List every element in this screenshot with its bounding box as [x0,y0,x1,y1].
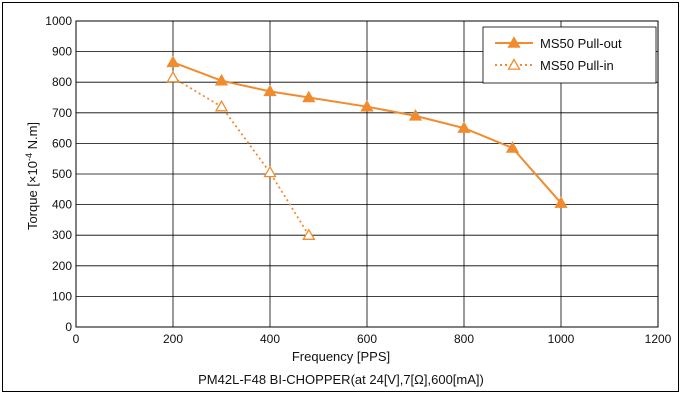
y-tick-label: 400 [52,198,72,212]
data-point-marker [263,165,277,178]
x-tick-label: 600 [357,332,377,346]
legend-label: MS50 Pull-in [540,58,614,73]
y-tick-label: 500 [52,167,72,181]
y-tick-label: 800 [52,75,72,89]
data-point-marker [302,90,316,103]
x-tick-label: 1200 [645,332,672,346]
y-axis-title-unit: N.m] [25,122,40,153]
data-point-marker [166,70,180,83]
y-tick-label: 900 [52,45,72,59]
y-axis-title: Torque [×10-4 N.m] [24,122,40,230]
data-point-marker [263,84,277,97]
tick-labels: 0 100 200 300 400 500 600 700 800 900 1000 0 200 400 6… [45,14,671,346]
x-tick-label: 800 [454,332,474,346]
data-point-marker [302,228,316,240]
y-tick-label: 300 [52,228,72,242]
y-tick-label: 1000 [45,14,72,28]
chart-caption: PM42L-F48 BI-CHOPPER(at 24[V],7[Ω],600[m… [198,372,484,387]
y-tick-label: 100 [52,289,72,303]
y-axis-title-main: Torque [×10 [25,161,40,230]
y-tick-label: 0 [65,320,72,334]
x-tick-label: 0 [73,332,80,346]
data-point-marker [408,109,423,121]
x-tick-label: 1000 [548,332,575,346]
data-point-marker [360,99,374,112]
data-point-marker [457,121,471,133]
y-tick-label: 700 [52,106,72,120]
y-axis-title-exponent: -4 [24,153,34,161]
series-pull-in [166,70,316,240]
data-point-marker [214,99,229,112]
legend-item: MS50 Pull-out [495,36,622,51]
x-tick-label: 400 [260,332,280,346]
legend-swatch-marker [507,58,521,70]
data-point-marker [554,196,568,208]
x-tick-label: 200 [163,332,183,346]
series-line [172,76,310,236]
y-tick-label: 200 [52,259,72,273]
series [166,55,568,240]
chart: 0 100 200 300 400 500 600 700 800 900 1000 0 200 400 6… [24,14,672,387]
legend-item: MS50 Pull-in [495,58,614,73]
x-axis-title: Frequency [PPS] [292,349,390,364]
legend-swatch-marker [507,36,521,48]
legend-label: MS50 Pull-out [540,36,622,51]
y-tick-label: 600 [52,136,72,150]
data-point-marker [166,55,180,68]
data-point-marker [214,73,229,86]
data-point-marker [505,141,520,153]
legend: MS50 Pull-out MS50 Pull-in [482,26,657,84]
series-pull-out [166,55,568,208]
legend-box [482,26,657,84]
chart-frame: 0 100 200 300 400 500 600 700 800 900 1000 0 200 400 6… [2,2,679,392]
